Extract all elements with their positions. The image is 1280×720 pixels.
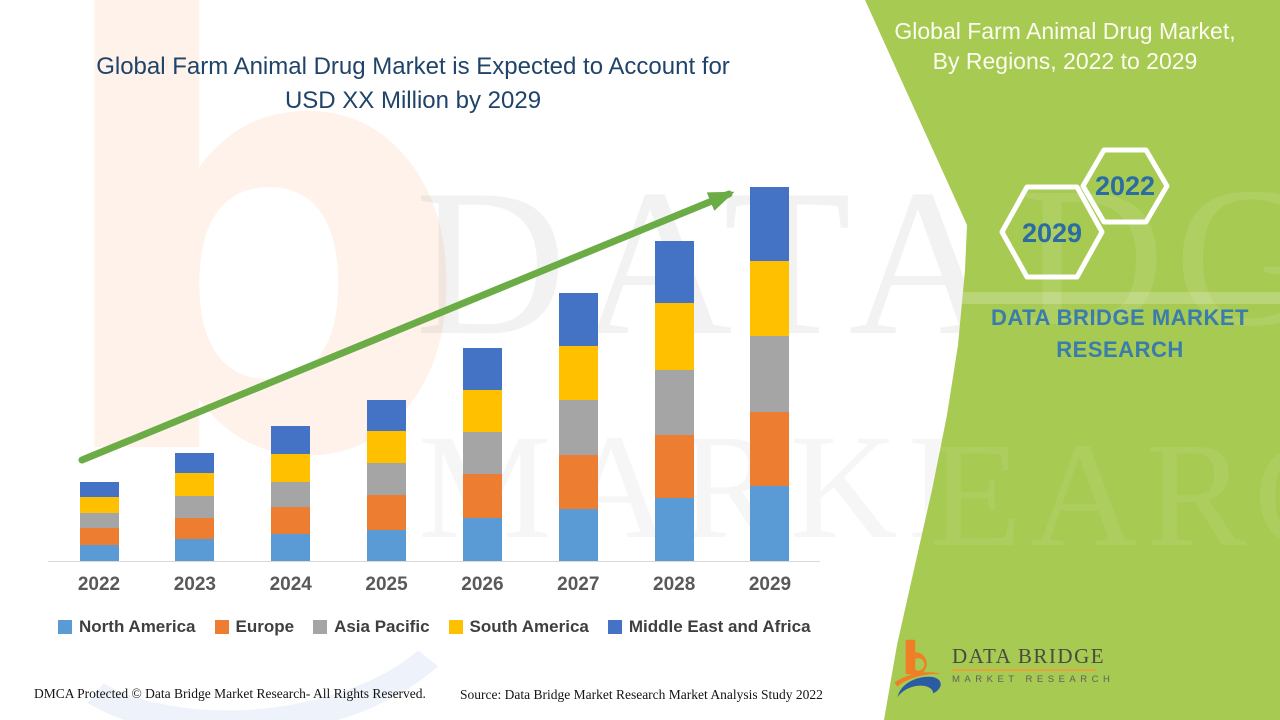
bar-segment-europe <box>750 412 790 486</box>
bar-2029 <box>750 187 790 561</box>
bar-segment-europe <box>462 474 502 518</box>
legend-swatch <box>313 620 328 634</box>
bar-segment-europe <box>654 435 694 498</box>
databridge-logo-icon <box>894 639 942 698</box>
legend-label: South America <box>469 617 589 636</box>
legend-label: North America <box>79 617 196 636</box>
legend-label: Middle East and Africa <box>628 617 811 636</box>
bar-segment-middle-east-and-africa <box>654 241 694 303</box>
hexagon-2022 <box>1080 147 1170 225</box>
bar-segment-middle-east-and-africa <box>750 187 790 261</box>
bar-segment-south-america <box>750 261 790 336</box>
source-note: Source: Data Bridge Market Research Mark… <box>460 687 823 702</box>
bar-segment-south-america <box>271 454 311 482</box>
x-axis-label-2027: 2027 <box>557 574 600 595</box>
x-axis-label-2022: 2022 <box>77 574 121 595</box>
x-axis-label-2026: 2026 <box>461 574 504 595</box>
hexagon-2029 <box>999 184 1105 280</box>
bar-segment-north-america <box>558 509 598 561</box>
bar-2023 <box>175 453 215 561</box>
bar-segment-south-america <box>175 473 215 496</box>
bar-segment-asia-pacific <box>79 513 119 528</box>
bar-2028 <box>654 241 694 561</box>
bar-segment-asia-pacific <box>462 432 502 474</box>
bar-segment-south-america <box>558 346 598 400</box>
hexagon-2022-label: 2022 <box>1095 171 1155 201</box>
bar-segment-europe <box>79 528 119 545</box>
panel-heading-line2: By Regions, 2022 to 2029 <box>932 48 1198 74</box>
logo-underline <box>952 669 1096 671</box>
bar-segment-asia-pacific <box>654 370 694 435</box>
panel-heading-line1: Global Farm Animal Drug Market, <box>894 18 1236 44</box>
bar-2025 <box>367 400 407 561</box>
legend-swatch <box>448 620 463 634</box>
x-axis-label-2024: 2024 <box>269 574 312 595</box>
brand-line1: DATA BRIDGE MARKET <box>991 305 1249 330</box>
chart-title: Global Farm Animal Drug Market is Expect… <box>58 50 768 118</box>
bar-segment-middle-east-and-africa <box>175 453 215 473</box>
bar-segment-north-america <box>750 486 790 561</box>
brand-wordmark: DATA BRIDGE MARKET RESEARCH <box>955 302 1280 366</box>
bar-2026 <box>462 348 502 561</box>
legend-swatch <box>58 620 72 634</box>
legend-item-south-america: South America <box>448 617 589 637</box>
bar-segment-asia-pacific <box>271 482 311 507</box>
legend-label: Europe <box>235 617 295 636</box>
bar-segment-north-america <box>462 518 502 561</box>
logo-subtitle: MARKET RESEARCH <box>952 674 1115 685</box>
legend-item-middle-east-and-africa: Middle East and Africa <box>607 617 811 637</box>
bar-segment-south-america <box>462 390 502 432</box>
x-axis-line <box>48 561 820 562</box>
dmca-notice: DMCA Protected © Data Bridge Market Rese… <box>34 686 426 701</box>
bar-segment-asia-pacific <box>558 400 598 455</box>
bar-2022 <box>79 482 119 561</box>
legend-swatch <box>607 620 622 634</box>
legend-swatch <box>214 620 229 634</box>
legend-label: Asia Pacific <box>334 617 430 636</box>
bar-segment-north-america <box>367 530 407 561</box>
logo-title: DATA BRIDGE <box>952 644 1106 668</box>
bar-segment-europe <box>175 518 215 539</box>
bar-2024 <box>271 426 311 561</box>
x-axis-label-2028: 2028 <box>653 574 696 595</box>
bar-segment-asia-pacific <box>367 463 407 495</box>
bar-segment-north-america <box>79 545 119 561</box>
panel-watermark-fragment: EARCH <box>930 412 1280 578</box>
bar-2027 <box>558 293 598 561</box>
bar-segment-europe <box>367 495 407 530</box>
panel-light-band <box>865 292 1280 304</box>
bar-segment-south-america <box>79 497 119 513</box>
chart-legend: North America Europe Asia Pacific South Ame… <box>58 617 811 637</box>
year-hexagons: 2022 2029 <box>999 147 1170 280</box>
chart-title-line2: USD XX Million by 2029 <box>284 87 542 114</box>
x-axis-label-2023: 2023 <box>173 574 216 595</box>
bar-segment-asia-pacific <box>750 336 790 412</box>
bar-segment-south-america <box>654 303 694 370</box>
bar-segment-europe <box>558 455 598 509</box>
bar-segment-north-america <box>175 539 215 561</box>
bar-segment-middle-east-and-africa <box>79 482 119 497</box>
x-axis-label-2029: 2029 <box>748 574 792 595</box>
bar-segment-middle-east-and-africa <box>367 400 407 431</box>
legend-item-north-america: North America <box>58 617 196 637</box>
bar-segment-middle-east-and-africa <box>558 293 598 346</box>
bar-segment-north-america <box>654 498 694 561</box>
bar-segment-north-america <box>271 534 311 561</box>
panel-watermark-fragment: DGE <box>1020 147 1280 368</box>
legend-item-asia-pacific: Asia Pacific <box>313 617 430 637</box>
bar-segment-middle-east-and-africa <box>271 426 311 454</box>
brand-line2: RESEARCH <box>1056 337 1184 362</box>
company-logo: DATA BRIDGE MARKET RESEARCH <box>893 637 1114 703</box>
hexagon-2029-label: 2029 <box>1022 218 1082 248</box>
legend-item-europe: Europe <box>214 617 295 637</box>
panel-heading: Global Farm Animal Drug Market, By Regio… <box>875 16 1255 76</box>
bar-segment-asia-pacific <box>175 496 215 518</box>
bar-segment-middle-east-and-africa <box>462 348 502 390</box>
bar-segment-south-america <box>367 431 407 463</box>
x-axis-label-2025: 2025 <box>365 574 408 595</box>
bar-segment-europe <box>271 507 311 534</box>
chart-title-line1: Global Farm Animal Drug Market is Expect… <box>96 53 730 80</box>
